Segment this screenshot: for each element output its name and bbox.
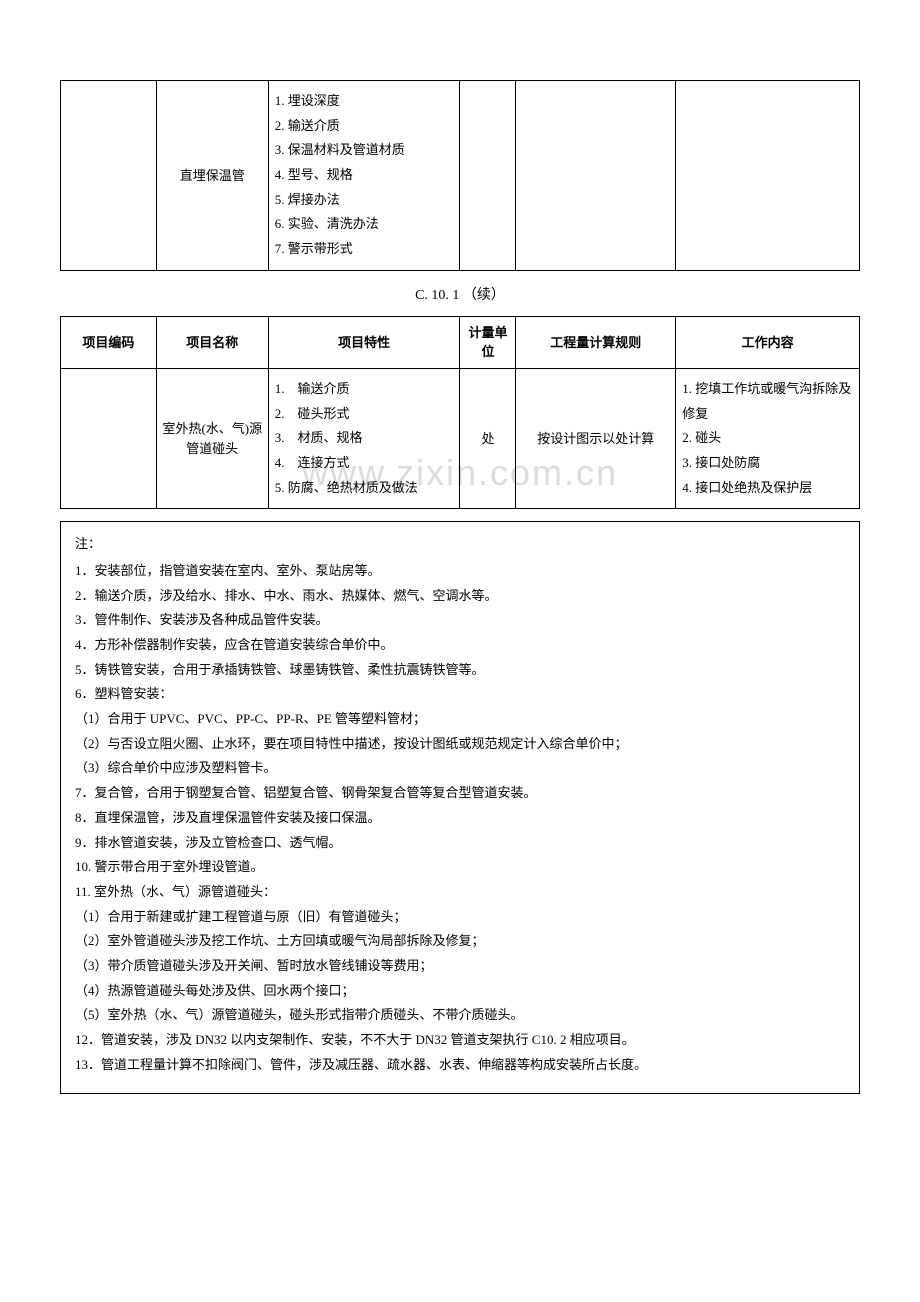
note-line: 13．管道工程量计算不扣除阀门、管件，涉及减压器、疏水器、水表、伸缩器等构成安装… (75, 1053, 845, 1078)
header-unit: 计量单位 (460, 316, 516, 368)
note-line: 5．铸铁管安装，合用于承插铸铁管、球墨铸铁管、柔性抗震铸铁管等。 (75, 658, 845, 683)
note-line: 11. 室外热（水、气）源管道碰头： (75, 880, 845, 905)
cell-unit: 处 (460, 368, 516, 508)
note-line: 1．安装部位，指管道安装在室内、室外、泵站房等。 (75, 559, 845, 584)
note-subline: （3）综合单价中应涉及塑料管卡。 (75, 756, 845, 781)
continuation-title: C. 10. 1 （续） (60, 285, 860, 306)
note-line: 8．直埋保温管，涉及直埋保温管件安装及接口保温。 (75, 806, 845, 831)
note-line: 2．输送介质，涉及给水、排水、中水、雨水、热媒体、燃气、空调水等。 (75, 584, 845, 609)
cell-features: 1. 输送介质 2. 碰头形式 3. 材质、规格 4. 连接方式 5. 防腐、绝… (268, 368, 460, 508)
note-line: 10. 警示带合用于室外埋设管道。 (75, 855, 845, 880)
header-rule: 工程量计算规则 (516, 316, 676, 368)
cell-rule (516, 81, 676, 271)
notes-heading: 注： (75, 532, 845, 557)
cell-name: 室外热(水、气)源管道碰头 (156, 368, 268, 508)
cell-work: 1. 挖填工作坑或暖气沟拆除及修复 2. 碰头 3. 接口处防腐 4. 接口处绝… (676, 368, 860, 508)
cell-code (61, 81, 157, 271)
note-line: 4．方形补偿器制作安装，应含在管道安装综合单价中。 (75, 633, 845, 658)
table-row: 直埋保温管 1. 埋设深度 2. 输送介质 3. 保温材料及管道材质 4. 型号… (61, 81, 860, 271)
table-top-fragment: 直埋保温管 1. 埋设深度 2. 输送介质 3. 保温材料及管道材质 4. 型号… (60, 80, 860, 271)
cell-work (676, 81, 860, 271)
cell-unit (460, 81, 516, 271)
header-code: 项目编码 (61, 316, 157, 368)
cell-rule: 按设计图示以处计算 (516, 368, 676, 508)
note-line: 3．管件制作、安装涉及各种成品管件安装。 (75, 608, 845, 633)
header-work: 工作内容 (676, 316, 860, 368)
cell-features: 1. 埋设深度 2. 输送介质 3. 保温材料及管道材质 4. 型号、规格 5.… (268, 81, 460, 271)
table-main: 项目编码 项目名称 项目特性 计量单位 工程量计算规则 工作内容 室外热(水、气… (60, 316, 860, 509)
notes-block: 注： 1．安装部位，指管道安装在室内、室外、泵站房等。 2．输送介质，涉及给水、… (60, 521, 860, 1094)
note-subline: （1）合用于 UPVC、PVC、PP-C、PP-R、PE 管等塑料管材； (75, 707, 845, 732)
header-feat: 项目特性 (268, 316, 460, 368)
cell-code (61, 368, 157, 508)
note-subline: （5）室外热（水、气）源管道碰头，碰头形式指带介质碰头、不带介质碰头。 (75, 1003, 845, 1028)
note-subline: （2）与否设立阻火圈、止水环，要在项目特性中描述，按设计图纸或规范规定计入综合单… (75, 732, 845, 757)
note-line: 12．管道安装，涉及 DN32 以内支架制作、安装，不不大于 DN32 管道支架… (75, 1028, 845, 1053)
note-subline: （2）室外管道碰头涉及挖工作坑、土方回填或暖气沟局部拆除及修复； (75, 929, 845, 954)
note-line: 6．塑料管安装： (75, 682, 845, 707)
note-line: 7．复合管，合用于钢塑复合管、铝塑复合管、钢骨架复合管等复合型管道安装。 (75, 781, 845, 806)
note-subline: （4）热源管道碰头每处涉及供、回水两个接口； (75, 979, 845, 1004)
note-subline: （1）合用于新建或扩建工程管道与原（旧）有管道碰头； (75, 905, 845, 930)
table-row: 室外热(水、气)源管道碰头 1. 输送介质 2. 碰头形式 3. 材质、规格 4… (61, 368, 860, 508)
table-header-row: 项目编码 项目名称 项目特性 计量单位 工程量计算规则 工作内容 (61, 316, 860, 368)
note-line: 9．排水管道安装，涉及立管检查口、透气帽。 (75, 831, 845, 856)
cell-name: 直埋保温管 (156, 81, 268, 271)
header-name: 项目名称 (156, 316, 268, 368)
note-subline: （3）带介质管道碰头涉及开关闸、暂时放水管线铺设等费用； (75, 954, 845, 979)
